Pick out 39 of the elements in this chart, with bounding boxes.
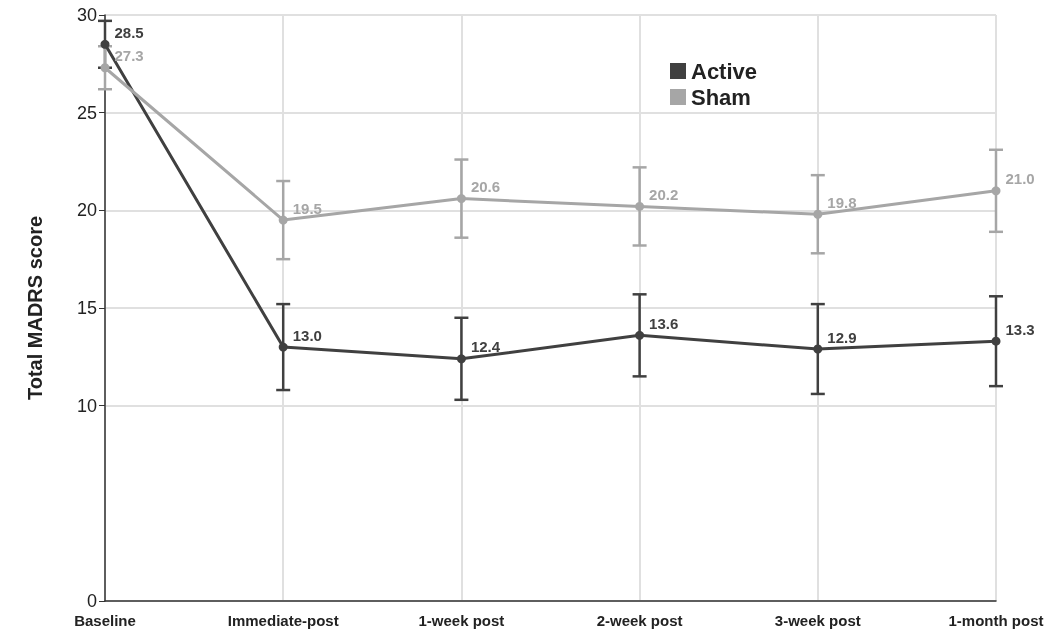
legend-label: Active [691, 58, 758, 84]
point [635, 330, 645, 340]
y-tick-label: 15 [76, 298, 97, 318]
data-label: 19.5 [292, 199, 322, 217]
legend-label: Sham [691, 84, 751, 110]
data-label: 12.4 [470, 338, 501, 356]
data-label: 28.5 [114, 23, 144, 41]
x-tick-label: 1-week post [418, 612, 505, 629]
point [456, 354, 466, 364]
x-tick-label: Immediate-post [227, 612, 339, 629]
data-label: 20.6 [470, 178, 501, 196]
x-tick-label: 1-month post [948, 612, 1044, 629]
data-label: 13.6 [649, 314, 679, 332]
y-tick-label: 25 [76, 102, 97, 123]
data-label: 13.3 [1005, 320, 1035, 338]
point [991, 186, 1001, 196]
point [635, 201, 645, 211]
point [456, 194, 466, 204]
point [813, 344, 823, 354]
data-label: 27.3 [114, 47, 144, 65]
y-tick-label: 30 [76, 5, 97, 25]
point [100, 63, 110, 73]
data-label: 20.2 [649, 185, 679, 203]
point [100, 39, 110, 49]
point [813, 209, 823, 219]
x-tick-label: Baseline [74, 612, 136, 629]
data-label: 13.0 [292, 326, 322, 344]
point [991, 336, 1001, 346]
data-label: 12.9 [827, 328, 857, 346]
y-tick-label: 20 [76, 200, 97, 221]
y-axis-title: Total MADRS score [24, 215, 46, 401]
data-label: 21.0 [1005, 170, 1035, 188]
y-tick-label: 10 [76, 395, 97, 416]
point [278, 215, 288, 225]
y-tick-label: 0 [86, 591, 97, 611]
x-tick-label: 2-week post [596, 612, 683, 629]
point [278, 342, 288, 352]
data-label: 19.8 [827, 193, 857, 211]
x-tick-label: 3-week post [774, 612, 861, 629]
